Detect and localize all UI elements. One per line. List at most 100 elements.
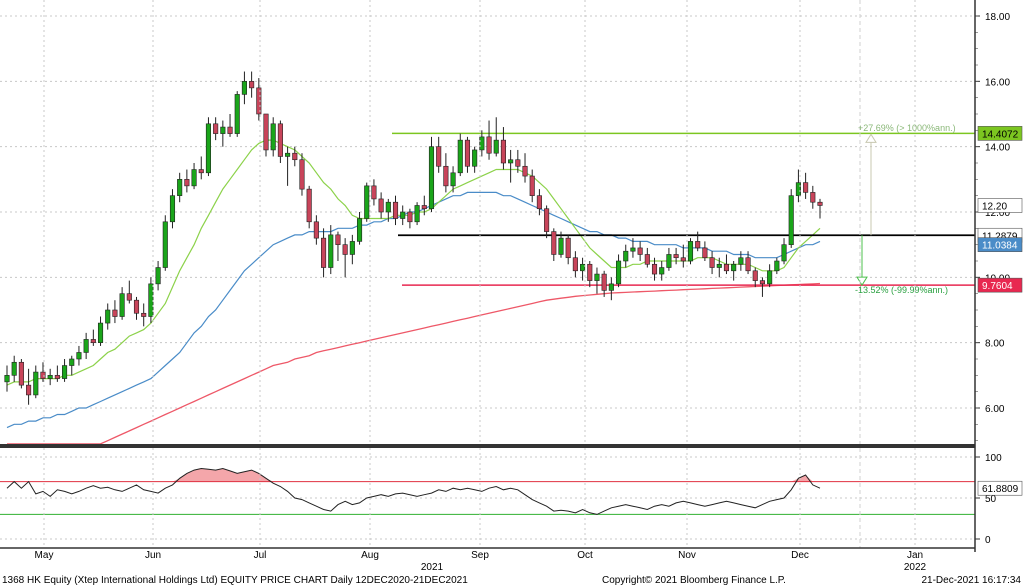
candle-body — [752, 270, 758, 281]
candle-body — [680, 257, 686, 262]
candle-body — [673, 254, 679, 259]
candle-body — [522, 165, 528, 177]
candle-body — [76, 352, 82, 360]
candle-body — [630, 247, 636, 252]
month-label: Jun — [145, 550, 161, 561]
candle-body — [378, 198, 384, 213]
candle-body — [457, 139, 463, 174]
candle-body — [400, 211, 406, 219]
candle-body — [371, 185, 377, 200]
candle-body — [601, 273, 607, 291]
candle-body — [565, 237, 571, 259]
candle-body — [328, 234, 334, 268]
candle-body — [479, 136, 485, 151]
candle-body — [141, 312, 147, 317]
month-label: Aug — [361, 550, 379, 561]
candle-body — [450, 172, 456, 187]
candle-body — [774, 260, 780, 272]
candle-body — [414, 205, 420, 223]
price-tick-label: 16.00 — [985, 77, 1010, 88]
up-measure-arrow — [865, 133, 877, 143]
candle-body — [234, 94, 240, 134]
candle-body — [428, 146, 435, 210]
candle-body — [508, 159, 514, 164]
candle-body — [299, 159, 305, 190]
candle-body — [702, 247, 708, 259]
candle-body — [795, 182, 801, 196]
ma-mid-line — [6, 191, 821, 429]
candle-body — [26, 384, 32, 396]
candle-body — [810, 192, 816, 203]
candle-body — [33, 371, 39, 396]
candle-body — [486, 136, 492, 154]
price-tick-label: 12.00 — [985, 208, 1010, 219]
candle-body — [544, 208, 550, 232]
price-value-tag — [977, 198, 1023, 213]
candle-body — [659, 267, 665, 275]
candle-body — [723, 263, 730, 272]
candle-body — [464, 139, 471, 167]
rsi-tick-label: 100 — [985, 453, 1002, 464]
rsi-overbought-fill — [172, 468, 813, 482]
candle-body — [69, 358, 75, 366]
candle-body — [788, 195, 794, 245]
candle-body — [335, 234, 341, 245]
candle-body — [227, 126, 233, 134]
candle-body — [11, 361, 17, 376]
month-label: May — [35, 550, 54, 561]
candle-body — [587, 263, 593, 281]
footer-description: 1368 HK Equity (Xtep International Holdi… — [2, 575, 468, 586]
candle-body — [421, 205, 427, 210]
candle-body — [40, 371, 46, 379]
candle-body — [803, 182, 809, 193]
candle-body — [364, 185, 370, 219]
price-value-label: 11.2879 — [982, 231, 1018, 242]
month-label: Jul — [254, 550, 267, 561]
candle-body — [551, 231, 557, 255]
ma-long-line — [7, 282, 821, 445]
candle-body — [666, 254, 672, 268]
moving-average-mid — [6, 191, 821, 429]
candle-body — [594, 273, 600, 281]
candle-body — [133, 299, 140, 314]
candle-body — [155, 267, 161, 285]
candle-body — [637, 247, 643, 255]
candle-body — [184, 179, 190, 187]
candle-body — [205, 123, 212, 174]
candle-body — [198, 169, 204, 174]
price-tick-label: 14.00 — [985, 143, 1010, 154]
month-label: Dec — [791, 550, 809, 561]
candle-body — [162, 221, 168, 268]
footer-timestamp: 21-Dec-2021 16:17:34 — [921, 575, 1021, 586]
candle-body — [169, 195, 176, 223]
candle-body — [313, 221, 319, 239]
candle-body — [213, 123, 219, 134]
candle-body — [62, 365, 68, 379]
candle-body — [695, 241, 701, 249]
candle-body — [263, 113, 269, 151]
candle-body — [47, 375, 53, 379]
candle-body — [342, 244, 348, 255]
candle-body — [18, 361, 24, 386]
rsi-value-label: 61.8809 — [982, 484, 1019, 495]
month-label: Sep — [471, 550, 489, 561]
candle-body — [83, 339, 89, 353]
panel-divider — [0, 444, 975, 448]
month-label: Jan — [907, 550, 923, 561]
date-axis: May Jun Jul Aug Sep Oct Nov Dec Jan 2021 2022 — [35, 0, 927, 573]
price-axis: 6.008.0010.0012.0014.0016.0018.0014.4072… — [975, 12, 1023, 546]
candle-body — [709, 257, 715, 268]
price-value-tag — [977, 126, 1023, 141]
month-label: Oct — [577, 550, 593, 561]
candle-body — [580, 263, 586, 272]
price-value-label: 11.0384 — [982, 241, 1018, 252]
down-move-annotation: -13.52% (-99.99%ann.) — [855, 285, 948, 295]
candle-body — [608, 283, 614, 291]
price-tick-label: 8.00 — [985, 339, 1005, 350]
candle-body — [392, 201, 399, 219]
price-tick-label: 6.00 — [985, 404, 1005, 415]
candle-body — [515, 159, 521, 167]
candle-body — [759, 280, 765, 285]
up-move-annotation: +27.69% (> 1000%ann.) — [858, 123, 956, 133]
candle-body — [536, 195, 542, 210]
